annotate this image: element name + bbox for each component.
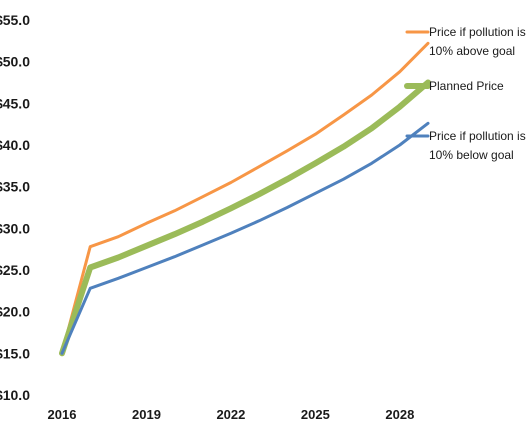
x-tick-label: 2025 xyxy=(301,407,330,422)
legend-label-planned: Planned Price xyxy=(429,79,504,93)
legend-item-below-goal: Price if pollution is 10% below goal xyxy=(405,129,526,162)
y-tick-label: $45.0 xyxy=(0,95,30,111)
series-line-above-goal xyxy=(60,41,430,355)
legend-label-below-goal-line1: Price if pollution is xyxy=(429,129,526,143)
y-tick-label: $25.0 xyxy=(0,262,30,278)
series-line-below-goal xyxy=(60,121,430,355)
y-tick-label: $55.0 xyxy=(0,12,30,28)
y-tick-label: $15.0 xyxy=(0,345,30,361)
x-tick-label: 2016 xyxy=(48,407,77,422)
y-axis: $10.0 $15.0 $20.0 $25.0 $30.0 $35.0 $40.0 $45.0… xyxy=(0,12,30,403)
legend: Price if pollution is 10% above goal Pla… xyxy=(404,25,526,162)
legend-label-above-goal-line2: 10% above goal xyxy=(429,44,515,58)
legend-label-below-goal-line2: 10% below goal xyxy=(429,148,514,162)
y-tick-label: $20.0 xyxy=(0,304,30,320)
legend-item-above-goal: Price if pollution is 10% above goal xyxy=(405,25,526,58)
x-tick-label: 2028 xyxy=(385,407,414,422)
x-axis: 2016 2019 2022 2025 2028 xyxy=(48,407,415,422)
series-group xyxy=(59,41,431,357)
legend-item-planned: Planned Price xyxy=(404,79,504,93)
y-tick-label: $50.0 xyxy=(0,54,30,70)
y-tick-label: $30.0 xyxy=(0,220,30,236)
x-tick-label: 2019 xyxy=(132,407,161,422)
series-line-planned xyxy=(59,79,431,357)
y-tick-label: $10.0 xyxy=(0,387,30,403)
legend-label-above-goal-line1: Price if pollution is xyxy=(429,25,526,39)
y-tick-label: $35.0 xyxy=(0,179,30,195)
y-tick-label: $40.0 xyxy=(0,137,30,153)
x-tick-label: 2022 xyxy=(216,407,245,422)
